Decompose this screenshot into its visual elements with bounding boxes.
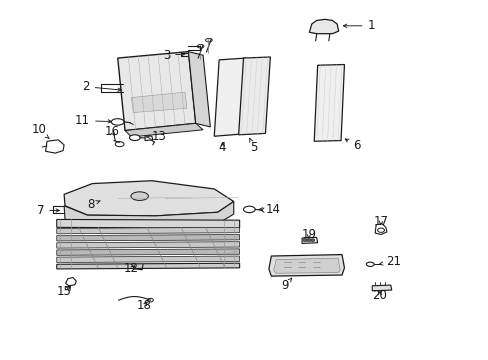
Ellipse shape [366,262,373,266]
Text: 4: 4 [218,141,226,154]
Polygon shape [125,123,203,137]
Text: 16: 16 [104,125,119,138]
Polygon shape [57,227,239,234]
Polygon shape [238,57,270,135]
Text: 10: 10 [31,123,49,138]
Text: 21: 21 [379,255,400,268]
Text: 1: 1 [343,19,374,32]
Ellipse shape [129,135,140,140]
Text: 11: 11 [75,114,111,127]
Ellipse shape [115,141,124,147]
Text: 12: 12 [123,262,139,275]
Text: 15: 15 [57,285,71,298]
Polygon shape [45,140,64,153]
Text: 2: 2 [82,80,121,93]
Ellipse shape [310,239,314,242]
Ellipse shape [303,239,306,242]
Polygon shape [57,249,239,255]
Polygon shape [214,58,245,136]
Text: 17: 17 [373,215,388,228]
Ellipse shape [197,44,203,48]
Polygon shape [57,263,239,269]
Text: 5: 5 [249,138,257,154]
Polygon shape [145,135,153,140]
Polygon shape [131,92,186,113]
Polygon shape [57,234,239,241]
Polygon shape [188,51,210,127]
Text: 20: 20 [372,289,386,302]
Polygon shape [309,19,338,34]
Polygon shape [302,237,317,243]
Text: 3: 3 [163,49,184,62]
Text: 18: 18 [137,299,152,312]
Ellipse shape [205,39,212,42]
Ellipse shape [131,192,148,201]
Text: 19: 19 [301,228,316,241]
Polygon shape [64,202,233,226]
Polygon shape [65,278,76,286]
Polygon shape [268,255,344,276]
Polygon shape [57,242,239,248]
Ellipse shape [306,239,310,242]
Polygon shape [371,285,391,291]
Text: 9: 9 [281,278,291,292]
Polygon shape [273,258,339,273]
Polygon shape [374,224,386,234]
Polygon shape [57,220,239,228]
Ellipse shape [243,206,255,213]
Text: 7: 7 [37,204,59,217]
Polygon shape [314,64,344,141]
Polygon shape [57,256,239,262]
Text: 8: 8 [87,198,100,211]
Text: 13: 13 [146,130,166,144]
Polygon shape [118,51,195,131]
Ellipse shape [111,119,124,125]
Ellipse shape [377,228,384,232]
Ellipse shape [147,298,153,302]
Text: 6: 6 [345,139,360,152]
Polygon shape [64,181,233,216]
Text: 14: 14 [259,203,280,216]
